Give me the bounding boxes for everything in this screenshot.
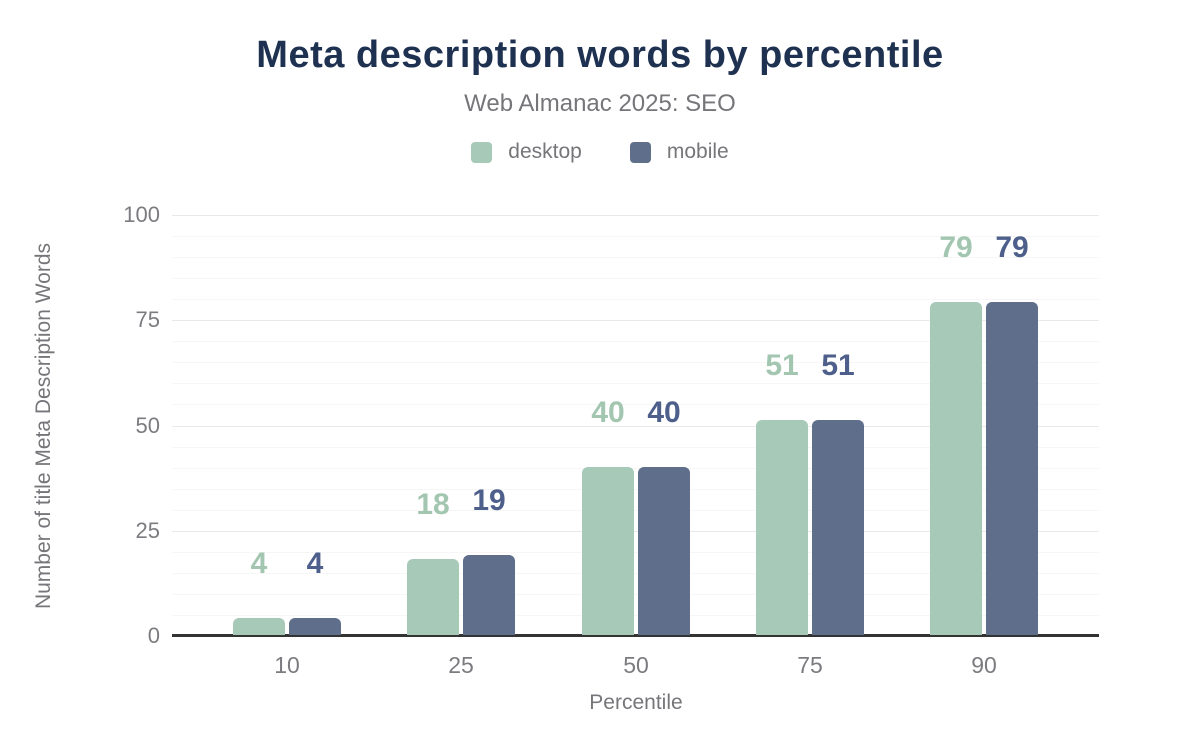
value-label-mobile-p25: 19 <box>472 484 506 517</box>
bar-mobile-p50[interactable] <box>638 467 690 635</box>
desktop-series-swatch-icon <box>471 141 493 163</box>
legend-item-desktop[interactable]: desktop <box>471 140 582 164</box>
major-gridline <box>172 531 1099 532</box>
legend-item-mobile[interactable]: mobile <box>629 140 729 164</box>
minor-gridline <box>172 236 1099 237</box>
value-label-mobile-p90: 79 <box>995 231 1029 264</box>
value-label-desktop-p50: 40 <box>591 396 625 429</box>
bar-desktop-p10[interactable] <box>233 618 285 635</box>
bar-desktop-p25[interactable] <box>407 559 459 635</box>
x-tick-label: 25 <box>448 652 474 678</box>
minor-gridline <box>172 510 1099 511</box>
x-tick-label: 90 <box>971 652 997 678</box>
legend: desktop mobile <box>0 140 1200 164</box>
major-gridline <box>172 426 1099 427</box>
minor-gridline <box>172 362 1099 363</box>
x-tick-label: 10 <box>274 652 300 678</box>
value-label-mobile-p10: 4 <box>306 547 324 580</box>
minor-gridline <box>172 615 1099 616</box>
bar-mobile-p10[interactable] <box>289 618 341 635</box>
y-tick-label: 0 <box>147 623 160 648</box>
y-tick-label: 100 <box>123 202 160 227</box>
bar-desktop-p50[interactable] <box>582 467 634 635</box>
y-tick-label: 75 <box>135 307 160 332</box>
minor-gridline <box>172 257 1099 258</box>
bar-mobile-p25[interactable] <box>463 555 515 635</box>
minor-gridline <box>172 299 1099 300</box>
bar-mobile-p75[interactable] <box>812 420 864 635</box>
minor-gridline <box>172 468 1099 469</box>
value-label-desktop-p90: 79 <box>939 231 973 264</box>
value-label-desktop-p25: 18 <box>416 488 450 521</box>
major-gridline <box>172 215 1099 216</box>
minor-gridline <box>172 404 1099 405</box>
minor-gridline <box>172 594 1099 595</box>
bar-mobile-p90[interactable] <box>986 302 1038 635</box>
value-label-mobile-p50: 40 <box>647 396 681 429</box>
value-label-mobile-p75: 51 <box>821 349 855 382</box>
minor-gridline <box>172 552 1099 553</box>
minor-gridline <box>172 447 1099 448</box>
value-label-desktop-p75: 51 <box>765 349 799 382</box>
bar-desktop-p75[interactable] <box>756 420 808 635</box>
minor-gridline <box>172 341 1099 342</box>
x-axis-label: Percentile <box>589 691 683 714</box>
chart-subtitle: Web Almanac 2025: SEO <box>464 90 736 117</box>
x-axis-line <box>172 634 1099 637</box>
minor-gridline <box>172 383 1099 384</box>
mobile-series-swatch-icon <box>629 141 651 163</box>
y-tick-label: 25 <box>135 518 160 543</box>
major-gridline <box>172 320 1099 321</box>
minor-gridline <box>172 573 1099 574</box>
y-tick-label: 50 <box>135 413 160 438</box>
value-label-desktop-p10: 4 <box>250 547 268 580</box>
x-tick-label: 75 <box>797 652 823 678</box>
legend-label-desktop: desktop <box>508 140 582 163</box>
y-axis-label: Number of title Meta Description Words <box>32 242 55 610</box>
minor-gridline <box>172 278 1099 279</box>
chart-title: Meta description words by percentile <box>256 34 944 76</box>
minor-gridline <box>172 489 1099 490</box>
legend-label-mobile: mobile <box>666 140 729 163</box>
x-tick-label: 50 <box>623 652 649 678</box>
bar-desktop-p90[interactable] <box>930 302 982 635</box>
